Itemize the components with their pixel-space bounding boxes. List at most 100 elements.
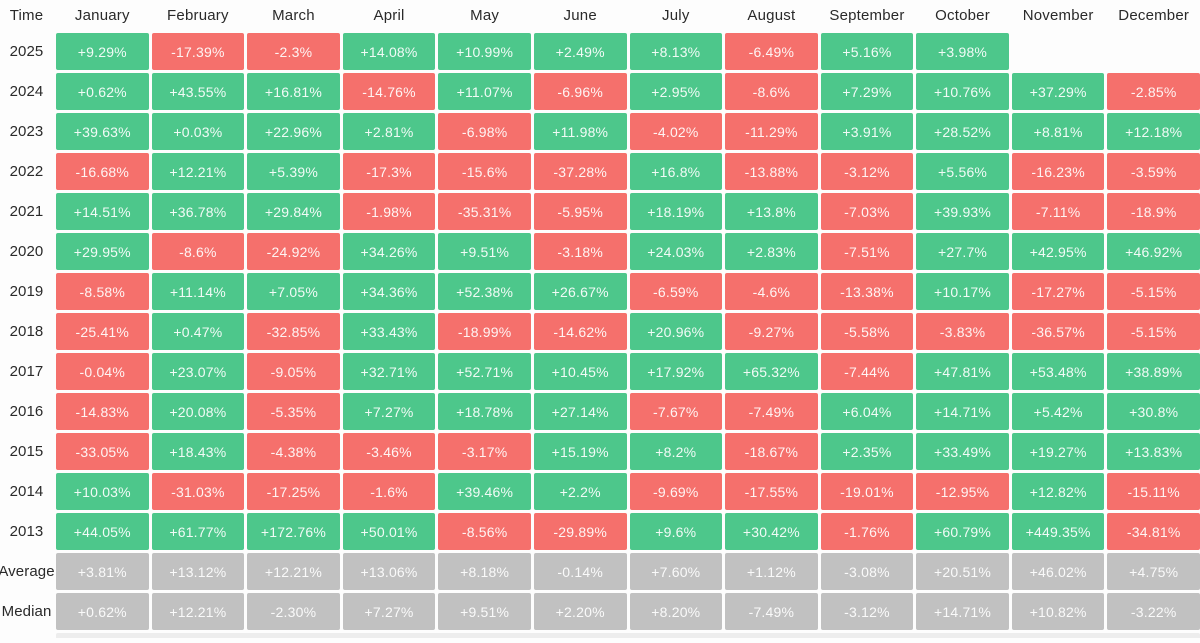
cell-2024-july: +2.95% [629, 73, 723, 110]
cell-2025-july: +8.13% [629, 33, 723, 70]
cell-2013-october: +60.79% [916, 513, 1009, 550]
cell-2013-july: +9.6% [629, 513, 723, 550]
row-label-2025: 2025 [9, 43, 44, 60]
cell-2017-june: +10.45% [533, 353, 627, 390]
cell-2016-september: +6.04% [820, 393, 914, 430]
row-label-2020: 2020 [9, 243, 44, 260]
cell-median-june: +2.20% [533, 593, 627, 630]
cell-2015-january: -33.05% [56, 433, 149, 470]
cell-2020-february: -8.6% [151, 233, 245, 270]
cell-2021-september: -7.03% [820, 193, 914, 230]
cell-2013-june: -29.89% [533, 513, 627, 550]
cell-2019-april: +34.36% [342, 273, 436, 310]
cell-average-july: +7.60% [629, 553, 723, 590]
cell-2023-march: +22.96% [247, 113, 340, 150]
cell-median-march: -2.30% [247, 593, 340, 630]
cell-2018-october: -3.83% [916, 313, 1009, 350]
cell-2023-october: +28.52% [916, 113, 1009, 150]
cell-2014-may: +39.46% [438, 473, 531, 510]
cell-2019-december: -5.15% [1107, 273, 1200, 310]
cell-2025-october: +3.98% [916, 33, 1009, 70]
cell-2021-july: +18.19% [629, 193, 723, 230]
cell-median-february: +12.21% [151, 593, 245, 630]
cell-2025-september: +5.16% [820, 33, 914, 70]
cell-2017-november: +53.48% [1011, 353, 1105, 390]
cell-2023-january: +39.63% [56, 113, 149, 150]
cell-2014-december: -15.11% [1107, 473, 1200, 510]
cell-2017-december: +38.89% [1107, 353, 1200, 390]
cell-median-august: -7.49% [725, 593, 818, 630]
cell-median-october: +14.71% [916, 593, 1009, 630]
cell-average-january: +3.81% [56, 553, 149, 590]
cell-2014-july: -9.69% [629, 473, 723, 510]
row-label-2017: 2017 [9, 363, 44, 380]
cell-2017-august: +65.32% [725, 353, 818, 390]
cell-2018-june: -14.62% [533, 313, 627, 350]
cell-2021-may: -35.31% [438, 193, 531, 230]
cell-median-april: +7.27% [342, 593, 436, 630]
column-header-march: March [272, 6, 315, 24]
cell-2013-september: -1.76% [820, 513, 914, 550]
cell-2025-january: +9.29% [56, 33, 149, 70]
row-label-2018: 2018 [9, 323, 44, 340]
cell-2021-april: -1.98% [342, 193, 436, 230]
cell-2020-march: -24.92% [247, 233, 340, 270]
cell-2025-february: -17.39% [151, 33, 245, 70]
cell-2020-may: +9.51% [438, 233, 531, 270]
cell-2014-october: -12.95% [916, 473, 1009, 510]
cell-2016-march: -5.35% [247, 393, 340, 430]
column-header-june: June [563, 6, 597, 24]
cell-2014-april: -1.6% [342, 473, 436, 510]
cell-average-february: +13.12% [151, 553, 245, 590]
cell-2022-april: -17.3% [342, 153, 436, 190]
cell-2015-february: +18.43% [151, 433, 245, 470]
cell-average-december: +4.75% [1107, 553, 1200, 590]
cell-2024-may: +11.07% [438, 73, 531, 110]
cell-2016-january: -14.83% [56, 393, 149, 430]
cell-average-march: +12.21% [247, 553, 340, 590]
cell-2020-december: +46.92% [1107, 233, 1200, 270]
cell-2020-august: +2.83% [725, 233, 818, 270]
cell-2019-july: -6.59% [629, 273, 723, 310]
cell-2023-september: +3.91% [820, 113, 914, 150]
cell-2021-august: +13.8% [725, 193, 818, 230]
row-label-average: Average [0, 563, 55, 580]
row-label-2019: 2019 [9, 283, 44, 300]
cell-median-december: -3.22% [1107, 593, 1200, 630]
cell-2022-june: -37.28% [533, 153, 627, 190]
cell-2016-february: +20.08% [151, 393, 245, 430]
cell-2016-august: -7.49% [725, 393, 818, 430]
cell-2025-december [1107, 33, 1200, 70]
cell-2023-december: +12.18% [1107, 113, 1200, 150]
cell-2020-july: +24.03% [629, 233, 723, 270]
cell-2023-april: +2.81% [342, 113, 436, 150]
cell-2024-april: -14.76% [342, 73, 436, 110]
cell-2016-december: +30.8% [1107, 393, 1200, 430]
column-header-december: December [1118, 6, 1190, 24]
cell-2015-november: +19.27% [1011, 433, 1105, 470]
cell-2015-june: +15.19% [533, 433, 627, 470]
cell-2021-march: +29.84% [247, 193, 340, 230]
column-header-february: February [167, 6, 229, 24]
cell-average-april: +13.06% [342, 553, 436, 590]
cell-2022-july: +16.8% [629, 153, 723, 190]
cell-2022-august: -13.88% [725, 153, 818, 190]
cell-2014-june: +2.2% [533, 473, 627, 510]
cell-2016-june: +27.14% [533, 393, 627, 430]
cell-2024-november: +37.29% [1011, 73, 1105, 110]
cell-2018-november: -36.57% [1011, 313, 1105, 350]
cell-2020-april: +34.26% [342, 233, 436, 270]
cell-2022-december: -3.59% [1107, 153, 1200, 190]
cell-2023-may: -6.98% [438, 113, 531, 150]
cell-2018-february: +0.47% [151, 313, 245, 350]
cell-2014-january: +10.03% [56, 473, 149, 510]
cell-average-september: -3.08% [820, 553, 914, 590]
cell-2013-november: +449.35% [1011, 513, 1105, 550]
cell-2025-may: +10.99% [438, 33, 531, 70]
column-header-may: May [470, 6, 500, 24]
cell-average-october: +20.51% [916, 553, 1009, 590]
cell-2015-march: -4.38% [247, 433, 340, 470]
cell-2015-september: +2.35% [820, 433, 914, 470]
cell-2014-august: -17.55% [725, 473, 818, 510]
